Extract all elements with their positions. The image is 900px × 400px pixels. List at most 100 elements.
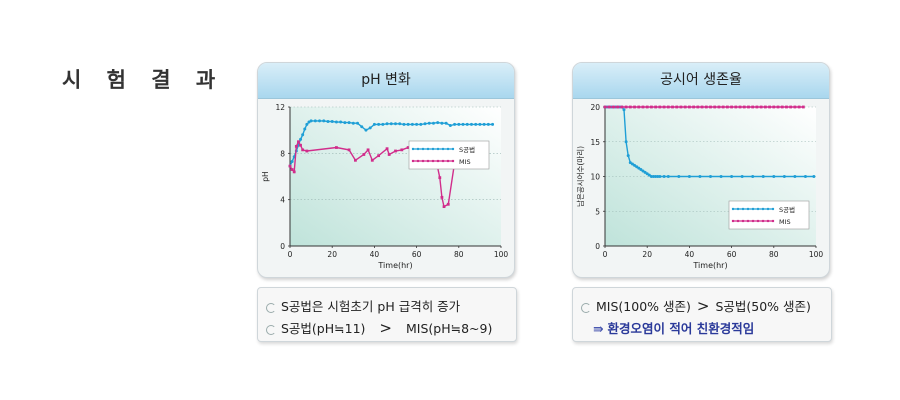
data-point <box>652 175 656 178</box>
survival-note-line-2: ⇛ 환경오염이 적어 친환경적임 <box>593 318 754 337</box>
data-point <box>364 128 368 132</box>
survival-chart-panel: 공시어 생존율 0 5 10 15 20 0 20 40 60 80 100 Time(hr) 남은공시… <box>572 62 830 278</box>
legend-marker <box>441 159 445 163</box>
survival-note-mis: MIS(100% 생존) <box>596 299 691 314</box>
data-point <box>301 133 305 137</box>
legend-marker <box>431 159 435 163</box>
data-point <box>326 119 330 123</box>
data-point <box>630 162 634 166</box>
data-point <box>474 122 478 126</box>
y-tick-label: 0 <box>280 242 285 251</box>
data-point <box>603 105 607 109</box>
data-point <box>356 121 360 125</box>
data-point <box>347 121 351 125</box>
survival-note-line-1: MIS(100% 생존) > S공법(50% 생존) <box>581 296 811 315</box>
data-point <box>645 105 649 109</box>
ph-note-box: S공법은 시험초기 pH 급격히 증가 S공법(pH≒11) > MIS(pH≒8~… <box>257 287 517 342</box>
ph-note-text-1: S공법은 시험초기 pH 급격히 증가 <box>281 299 461 314</box>
data-point <box>313 119 317 123</box>
data-point <box>717 105 721 109</box>
y-tick-label: 0 <box>595 242 600 251</box>
data-point <box>696 105 700 109</box>
data-point <box>299 143 302 147</box>
data-point <box>692 105 696 109</box>
data-point <box>725 105 729 109</box>
legend-label: S공법 <box>459 145 475 154</box>
data-point <box>372 122 376 126</box>
bullet-icon <box>266 324 276 335</box>
data-point <box>368 126 372 130</box>
data-point <box>650 105 653 109</box>
data-point <box>465 122 469 126</box>
greater-than-sign: > <box>379 319 392 337</box>
page-title: 시 험 결 과 <box>62 68 225 92</box>
data-point <box>654 175 658 178</box>
legend-box <box>408 140 490 170</box>
legend-marker <box>746 219 750 223</box>
data-point <box>377 154 381 158</box>
ph-note-mis: MIS(pH≒8~9) <box>406 321 493 336</box>
data-point <box>377 122 381 126</box>
data-point <box>641 169 645 173</box>
legend-marker <box>416 159 420 163</box>
data-point <box>406 146 410 149</box>
data-point <box>793 175 797 178</box>
y-axis-label: pH <box>261 171 270 181</box>
data-point <box>755 105 759 109</box>
data-point <box>394 122 397 126</box>
y-tick-label: 8 <box>280 149 285 158</box>
x-tick-label: 0 <box>288 250 293 259</box>
legend-marker <box>431 147 435 151</box>
ph-note-line-1: S공법은 시험초기 pH 급격히 증가 <box>266 296 460 315</box>
data-point <box>387 153 391 156</box>
legend-marker <box>426 147 430 151</box>
ph-chart-title: pH 변화 <box>258 63 514 99</box>
legend-marker <box>421 159 425 163</box>
legend-marker <box>741 219 745 223</box>
data-point <box>658 105 662 109</box>
x-tick-label: 80 <box>454 250 464 259</box>
data-point <box>643 170 647 174</box>
data-point <box>637 105 641 109</box>
y-tick-label: 10 <box>590 173 600 182</box>
y-tick-label: 15 <box>590 138 600 147</box>
data-point <box>688 105 691 109</box>
data-point <box>354 158 357 162</box>
data-point <box>654 105 658 109</box>
data-point <box>803 175 807 178</box>
data-point <box>448 124 452 128</box>
data-point <box>322 119 326 123</box>
data-point <box>751 105 755 109</box>
legend-marker <box>761 207 765 211</box>
legend-marker <box>421 147 425 151</box>
survival-note-conclusion: 환경오염이 적어 친환경적임 <box>607 321 755 336</box>
data-point <box>812 175 816 178</box>
data-point <box>635 165 639 169</box>
data-point <box>402 122 406 126</box>
data-point <box>290 168 294 171</box>
data-point <box>789 105 793 109</box>
ph-chart: 0 4 8 12 0 20 40 60 80 100 Time(hr) pH S공법 MIS <box>261 103 508 270</box>
x-tick-label: 80 <box>769 250 779 259</box>
legend-marker <box>731 219 735 223</box>
data-point <box>776 105 780 109</box>
data-point <box>704 105 708 109</box>
data-point <box>339 120 343 124</box>
data-point <box>423 122 427 126</box>
data-point <box>738 105 742 109</box>
legend-marker <box>761 219 765 223</box>
legend-marker <box>411 159 415 163</box>
data-point <box>675 105 679 109</box>
data-point <box>645 172 649 176</box>
data-point <box>622 108 626 112</box>
data-point <box>801 105 805 109</box>
data-point <box>309 119 313 123</box>
legend-marker <box>736 207 740 211</box>
data-point <box>628 105 632 109</box>
double-arrow-icon: ⇛ <box>593 321 604 336</box>
data-point <box>440 195 444 199</box>
y-tick-label: 12 <box>275 103 285 112</box>
data-point <box>785 105 788 109</box>
x-tick-label: 60 <box>412 250 422 259</box>
data-point <box>478 122 482 126</box>
